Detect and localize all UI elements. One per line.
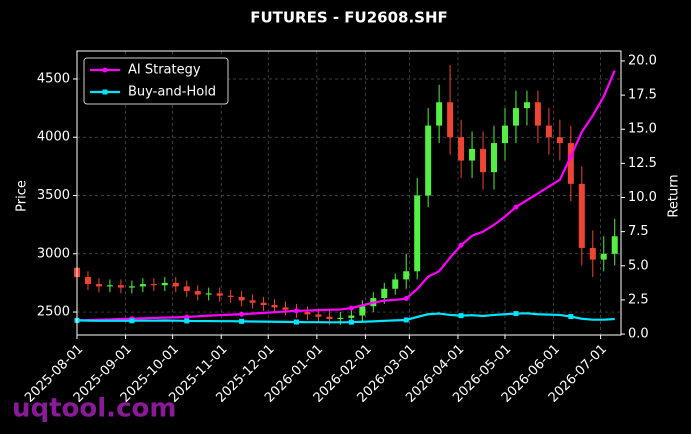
watermark: uqtool.com	[12, 394, 176, 424]
candle-body	[600, 253, 607, 260]
return-line	[76, 312, 615, 324]
candle-body	[534, 102, 541, 126]
y2-tick-label: 2.5	[628, 292, 649, 307]
y2-tick-label: 17.5	[628, 88, 657, 103]
y2-tick-label: 15.0	[628, 122, 657, 137]
candle-body	[249, 300, 256, 303]
y2-tick-label: 5.0	[628, 258, 649, 273]
plot-frame	[76, 50, 622, 336]
marker	[293, 308, 299, 314]
marker	[348, 319, 354, 325]
candle-body	[84, 277, 91, 285]
y-tick-label: 4000	[37, 130, 70, 145]
candle-body	[381, 288, 388, 299]
legend: AI Strategy Buy-and-Hold	[83, 57, 229, 105]
candle-body	[469, 148, 476, 161]
return-line	[76, 70, 616, 322]
legend-label: AI Strategy	[128, 63, 201, 78]
marker	[239, 311, 245, 317]
marker	[568, 314, 574, 320]
candle-body	[414, 195, 421, 272]
y-axis-label: Price	[15, 180, 30, 212]
marker	[403, 296, 409, 302]
candle-body	[447, 102, 454, 138]
candle-body	[161, 282, 168, 286]
candle-body	[271, 305, 278, 308]
y2-tick-label: 12.5	[628, 156, 657, 171]
y2-tick-label: 0.0	[628, 327, 649, 342]
candle-body	[183, 286, 190, 292]
candle-body	[260, 302, 267, 306]
marker	[513, 311, 519, 317]
candle-body	[117, 285, 124, 288]
candle-body	[304, 312, 311, 315]
marker	[129, 318, 135, 324]
y-tick-label: 4500	[37, 71, 70, 86]
marker	[348, 305, 354, 311]
candle-body	[458, 137, 465, 161]
candle-body	[348, 315, 355, 318]
candle-body	[172, 282, 179, 287]
candle-body	[512, 108, 519, 126]
candle-body	[480, 148, 487, 173]
candle-body	[501, 125, 508, 144]
candle-body	[315, 314, 322, 317]
candle-body	[194, 291, 201, 295]
marker	[458, 313, 464, 319]
candle-body	[523, 102, 530, 109]
candle-body	[611, 236, 618, 254]
y2-tick-label: 7.5	[628, 224, 649, 239]
candle-body	[150, 284, 157, 286]
candle-body	[392, 279, 399, 289]
candle-body	[326, 316, 333, 320]
legend-marker	[102, 67, 108, 73]
marker	[458, 242, 464, 248]
candle-body	[205, 293, 212, 295]
legend-marker	[102, 89, 108, 95]
candle-body	[282, 307, 289, 310]
candle-body	[128, 286, 135, 288]
candle-body	[238, 296, 245, 301]
candle-body	[578, 183, 585, 248]
candle-body	[425, 125, 432, 196]
candle-body	[227, 295, 234, 297]
candle-body	[589, 247, 596, 260]
y2-tick-label: 10.0	[628, 190, 657, 205]
candle-body	[337, 317, 344, 320]
candle-body	[436, 102, 443, 126]
marker	[513, 204, 519, 210]
y-tick-label: 2500	[37, 305, 70, 320]
candle-body	[556, 137, 563, 144]
marker	[239, 318, 245, 324]
candle-body	[545, 125, 552, 138]
candle-body	[491, 143, 498, 173]
marker	[293, 319, 299, 325]
y2-axis-label: Return	[667, 174, 682, 217]
candle-body	[216, 293, 223, 296]
marker	[184, 318, 190, 324]
candle-body	[359, 306, 366, 316]
candle-body	[139, 284, 146, 287]
legend-label: Buy-and-Hold	[128, 85, 216, 100]
marker	[184, 314, 190, 320]
marker	[403, 317, 409, 323]
marker	[568, 154, 574, 160]
candle-body	[403, 271, 410, 280]
y-tick-label: 3000	[37, 246, 70, 261]
y2-tick-label: 20.0	[628, 53, 657, 68]
candle-body	[106, 285, 113, 287]
y-tick-label: 3500	[37, 188, 70, 203]
chart-title: FUTURES - FU2608.SHF	[250, 9, 448, 27]
candle-body	[95, 284, 102, 287]
candle-body	[567, 143, 574, 184]
